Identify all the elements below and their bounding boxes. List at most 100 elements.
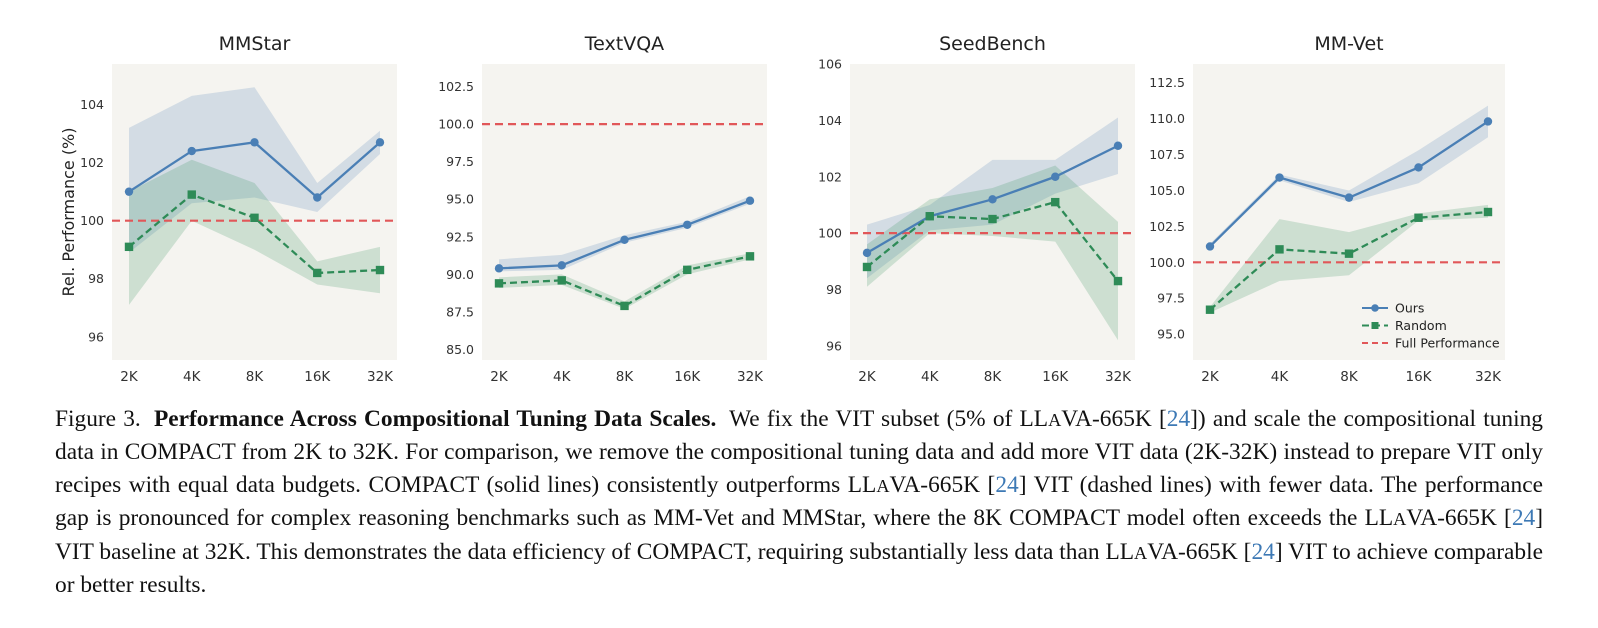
y-tick-label: 95.0: [446, 192, 474, 207]
x-tick-label: 4K: [1271, 369, 1290, 385]
point-ours: [620, 235, 629, 244]
y-tick-label: 97.5: [1157, 291, 1185, 306]
x-tick-label: 32K: [367, 369, 394, 385]
series-line-random: [1209, 210, 1489, 311]
point-ours: [1051, 172, 1060, 181]
point-random: [1275, 245, 1284, 254]
caption-text: ] VIT (dashed lines) with fewer data. Th…: [55, 471, 1543, 532]
legend-marker: [1371, 304, 1379, 312]
y-tick-label: 98: [826, 282, 842, 297]
caption-text: VA-665K [: [1406, 505, 1512, 532]
band-ours: [129, 87, 380, 253]
point-random: [925, 212, 934, 221]
point-random: [187, 190, 196, 199]
point-random: [862, 262, 872, 272]
chart-mm-vet: MM-Vet 95.0 97.5 100.0 102.5 105.0 107.5 110.0 1…: [1149, 33, 1505, 385]
chart-title: SeedBench: [939, 33, 1046, 55]
x-tick-label: 32K: [1475, 369, 1502, 385]
point-random: [124, 242, 134, 252]
y-tick-label: 100.0: [438, 117, 474, 132]
band-random: [867, 165, 1118, 341]
legend-label: Full Performance: [1395, 336, 1500, 351]
point-ours: [1483, 117, 1493, 126]
x-tick-label: 16K: [674, 369, 701, 385]
y-tick-label: 102: [818, 169, 842, 184]
point-ours: [124, 187, 134, 196]
y-tick-label: 97.5: [446, 154, 474, 169]
point-ours: [745, 196, 755, 205]
citation-link[interactable]: 24: [1251, 538, 1275, 565]
point-random: [250, 213, 259, 223]
point-random: [1483, 207, 1493, 217]
point-random: [1051, 197, 1060, 207]
point-random: [1414, 213, 1423, 222]
citation-link[interactable]: 24: [1511, 505, 1536, 532]
caption-label: Figure 3.: [55, 406, 141, 432]
citation-link[interactable]: 24: [995, 471, 1019, 498]
caption-text: A: [876, 475, 890, 496]
x-tick-label: 32K: [1105, 369, 1132, 385]
y-tick-label: 102.5: [1149, 219, 1185, 234]
x-tick-label: 4K: [183, 369, 202, 385]
x-tick-label: 32K: [737, 369, 764, 385]
plot-area: [112, 64, 397, 360]
caption-text: ] VIT to achieve comparable or better re…: [55, 538, 1544, 599]
point-random: [988, 214, 997, 224]
figure-caption: Figure 3. Performance Across Composition…: [55, 403, 1543, 601]
point-ours: [1275, 173, 1284, 182]
y-axis-label: Rel. Performance (%): [59, 127, 78, 296]
caption-text: VA-665K [: [889, 471, 996, 498]
caption-text: A: [1048, 410, 1062, 430]
band-random: [1210, 204, 1488, 313]
chart-seedbench: SeedBench 96 98 100 102 104 106 2K 4K 8K 16K 32K: [818, 33, 1135, 385]
caption-text: ]) and scale the compositional tuning da…: [55, 406, 1543, 498]
legend-label: Ours: [1395, 301, 1424, 316]
y-tick-label: 110.0: [1149, 111, 1185, 126]
y-tick-label: 105.0: [1149, 183, 1185, 198]
x-tick-label: 2K: [120, 369, 139, 385]
figure-charts: MMStar 96 98 100 102 104 2K 4K 8K 16K 32K Rel. Perf…: [59, 33, 1505, 385]
x-tick-label: 2K: [490, 369, 509, 385]
caption-text: We fix the VIT subset (5% of LL: [729, 406, 1049, 432]
legend-label: Random: [1395, 318, 1447, 333]
y-tick-label: 95.0: [1157, 327, 1185, 342]
citation-link[interactable]: 24: [1166, 406, 1191, 432]
x-tick-label: 2K: [1201, 369, 1220, 385]
x-tick-label: 8K: [1340, 369, 1359, 385]
chart-textvqa: TextVQA 85.0 87.5 90.0 92.5 95.0 97.5 100.0 102.…: [438, 33, 767, 385]
y-tick-label: 90.0: [446, 267, 474, 282]
y-tick-label: 104: [818, 113, 842, 128]
y-tick-label: 112.5: [1149, 75, 1185, 90]
point-ours: [494, 264, 504, 273]
x-tick-label: 16K: [304, 369, 331, 385]
y-tick-label: 87.5: [446, 304, 474, 319]
point-ours: [862, 248, 872, 258]
y-tick-label: 102.5: [438, 79, 474, 94]
y-tick-label: 96: [88, 329, 104, 344]
point-ours: [557, 261, 566, 270]
plot-area: [850, 64, 1135, 360]
caption-text: A: [1393, 509, 1407, 530]
point-random: [683, 265, 692, 275]
x-tick-label: 8K: [246, 369, 265, 385]
y-tick-label: 92.5: [446, 229, 474, 244]
point-ours: [1414, 163, 1423, 172]
caption-body: We fix the VIT subset (5% of LLAVA-665K …: [55, 406, 1543, 598]
point-ours: [1113, 141, 1123, 150]
y-tick-label: 104: [80, 97, 104, 112]
point-random: [1344, 249, 1354, 258]
y-tick-label: 106: [818, 57, 842, 72]
chart-mmstar: MMStar 96 98 100 102 104 2K 4K 8K 16K 32K Rel. Perf…: [59, 33, 397, 385]
y-tick-label: 107.5: [1149, 147, 1185, 162]
point-ours: [313, 193, 322, 202]
x-tick-label: 8K: [984, 369, 1003, 385]
point-random: [745, 252, 755, 261]
x-tick-label: 4K: [553, 369, 572, 385]
caption-text: ] VIT baseline at 32K. This demonstrates…: [55, 505, 1544, 565]
point-ours: [988, 195, 997, 204]
y-tick-label: 102: [80, 155, 104, 170]
point-ours: [250, 138, 259, 147]
point-random: [1113, 276, 1123, 286]
y-tick-label: 96: [826, 338, 842, 353]
x-tick-label: 2K: [858, 369, 877, 385]
